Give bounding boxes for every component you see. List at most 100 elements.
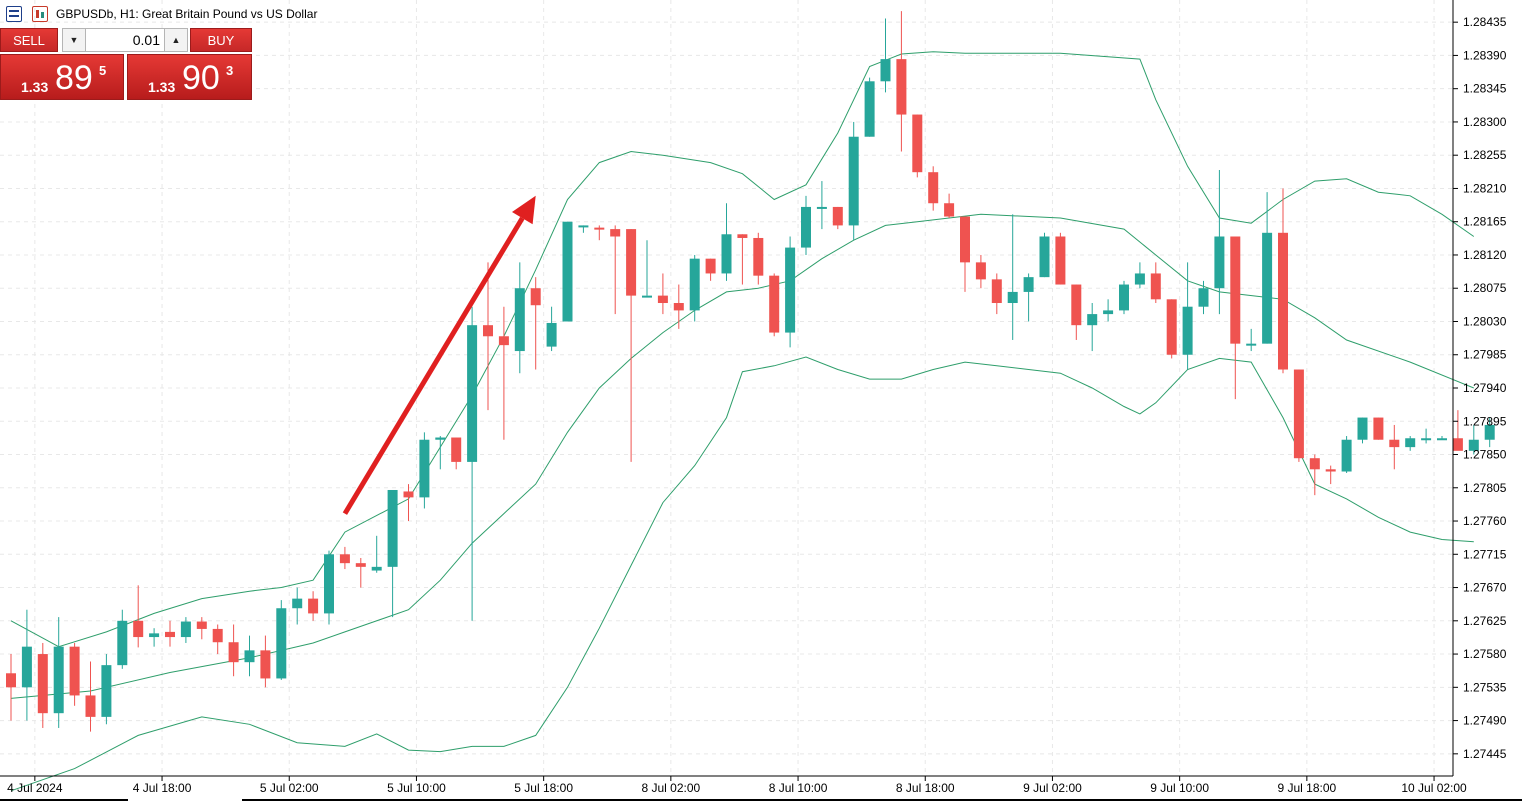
candle [371,535,382,573]
candle-body [1214,236,1225,289]
y-tick-label: 1.28390 [1463,48,1507,62]
candle-body [1262,232,1273,344]
candle [626,229,637,462]
volume-input[interactable]: 0.01 [86,28,164,52]
candle-body [991,279,1002,304]
candle-body [514,288,525,352]
candle-body [196,621,207,629]
sell-button[interactable]: SELL [0,28,58,52]
candle [721,203,732,281]
chart-window-icon[interactable] [32,6,48,22]
candle-body [244,650,255,663]
candle-body [944,203,955,217]
candle-body [117,620,128,666]
candle [180,617,191,643]
candle-body [69,646,80,696]
candle-body [212,628,223,643]
candle-body [721,234,732,274]
candle [212,624,223,655]
candle [1230,236,1241,400]
candle-body [880,59,891,82]
candle-body [308,598,319,614]
candle [1484,417,1495,448]
bid-price-fraction: 5 [99,63,107,78]
candle-body [1007,291,1018,304]
candle-body [896,59,907,115]
candle [498,306,509,440]
candle [1452,410,1463,451]
y-tick-label: 1.28255 [1463,148,1507,162]
candle-body [1278,232,1288,370]
ask-price-button[interactable]: 1.33 90 3 [127,54,252,100]
candle [37,642,48,728]
candle-body [419,439,430,498]
y-tick-label: 1.28210 [1463,181,1507,195]
bid-price-button[interactable]: 1.33 89 5 [0,54,124,100]
y-tick-label: 1.28435 [1463,15,1507,29]
candle-body [260,650,271,679]
x-tick-label: 5 Jul 02:00 [260,781,319,795]
candle [689,254,700,322]
volume-decrease-button[interactable]: ▼ [62,28,86,52]
bollinger-lower [10,356,1474,792]
candle-body [1166,299,1177,355]
y-tick-label: 1.28075 [1463,281,1507,295]
candle [1134,262,1145,289]
candle [578,225,589,233]
candle-body [37,654,48,714]
candle [133,585,144,648]
candle-body [1309,458,1320,470]
bollinger-upper [10,51,1475,648]
candle-body [467,325,478,462]
buy-button[interactable]: BUY [190,28,252,52]
candle-body [737,234,748,238]
candle-body [1055,236,1066,285]
candle-body [1389,439,1400,448]
y-tick-label: 1.28030 [1463,314,1507,328]
candle-body [292,598,303,609]
candle-body [753,237,764,276]
y-tick-label: 1.28300 [1463,115,1507,129]
bid-price-pips: 89 [55,59,93,97]
candle-body [928,172,939,204]
candle-body [435,437,446,440]
market-watch-icon[interactable] [6,6,22,22]
candle [292,587,303,625]
candle-body [912,114,923,173]
candle-body [53,646,64,714]
y-tick-label: 1.27580 [1463,647,1507,661]
candle [1421,428,1432,444]
candle [880,18,891,93]
chart-grid [0,0,1453,776]
candle [801,195,811,255]
candle [435,436,446,470]
candle [1309,454,1320,496]
candle [769,273,780,337]
candle [387,489,398,618]
time-axis: 4 Jul 2024 4 Jul 18:00 5 Jul 02:00 5 Jul 10… [0,776,1522,801]
arrow-shaft [342,216,525,515]
candle [1039,232,1050,278]
candle-body [1437,438,1447,441]
candle [196,617,207,640]
price-axis: 1.28435 1.28390 1.28345 1.28300 1.28255 1.282… [1453,15,1507,761]
candle-body [1039,236,1050,278]
candle [1293,369,1304,462]
candle [1198,280,1209,315]
y-tick-label: 1.27490 [1463,714,1507,728]
candle [1468,424,1479,455]
candle [53,617,64,728]
candle-body [769,275,780,333]
candle-body [562,221,573,322]
candle-body [228,642,239,663]
volume-increase-button[interactable]: ▲ [164,28,188,52]
candle [594,225,605,241]
candle [6,654,16,721]
candle-body [1023,277,1034,292]
candle-body [149,633,160,638]
candle [355,557,366,588]
candle [1373,417,1384,440]
x-tick-label: 8 Jul 02:00 [641,781,700,795]
candle [642,240,652,298]
